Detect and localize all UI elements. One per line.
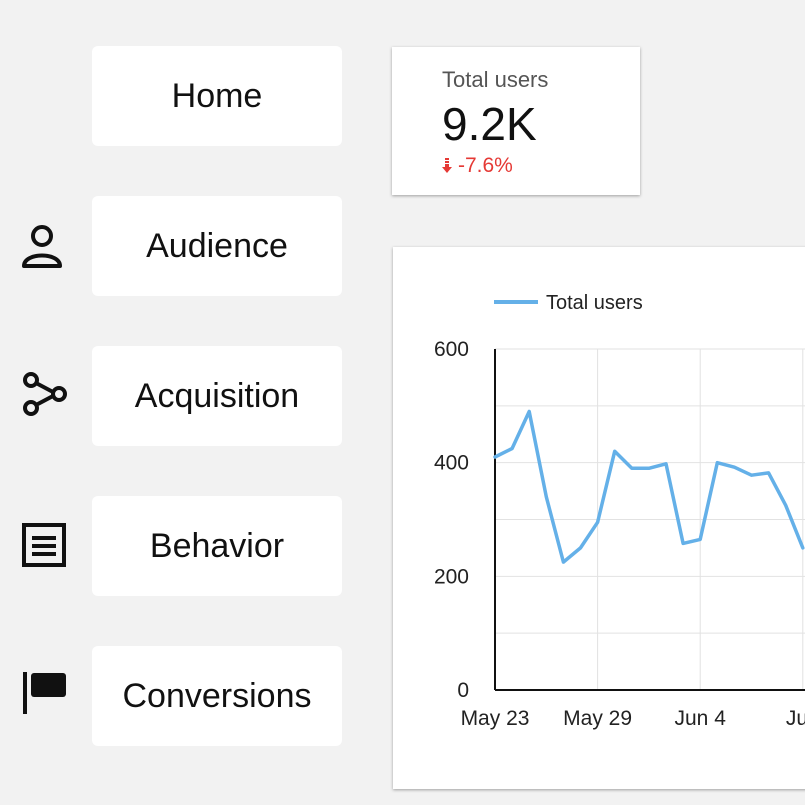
nav-button-acquisition[interactable]: Acquisition [92,346,342,446]
nav-label-conversions: Conversions [122,676,312,715]
arrow-down-icon [442,158,452,173]
y-tick-label: 0 [457,679,469,702]
kpi-value: 9.2K [442,98,537,150]
kpi-delta: -7.6% [458,154,513,177]
document-lines-icon [20,521,68,569]
y-tick-label: 600 [434,338,469,361]
kpi-label: Total users [442,67,549,92]
nav-button-home[interactable]: Home [92,46,342,146]
share-nodes-icon [20,370,68,418]
nav-label-audience: Audience [146,226,288,265]
nav-button-conversions[interactable]: Conversions [92,646,342,746]
kpi-card-total-users[interactable]: Total users 9.2K -7.6% [392,47,640,195]
legend-label: Total users [546,292,643,314]
y-tick-label: 200 [434,565,469,588]
kpi-delta-row: -7.6% [442,154,513,178]
nav-label-home: Home [171,76,263,115]
x-tick-label: Jun 4 [675,707,727,730]
nav-label-acquisition: Acquisition [134,376,300,415]
person-icon [20,222,68,270]
x-tick-label: Jun [786,707,805,730]
x-tick-label: May 29 [563,707,632,730]
nav-button-audience[interactable]: Audience [92,196,342,296]
flag-icon [20,668,68,716]
nav-label-behavior: Behavior [149,526,285,565]
chart-card[interactable]: 0 200 400 600 May 23 May 29 Jun 4 Jun Total user… [393,247,805,789]
y-tick-label: 400 [434,452,469,475]
nav-button-behavior[interactable]: Behavior [92,496,342,596]
series-line-total-users [493,409,805,564]
time-series-chart: 0 200 400 600 May 23 May 29 Jun 4 Jun Total user… [434,292,805,730]
x-tick-label: May 23 [461,707,530,730]
